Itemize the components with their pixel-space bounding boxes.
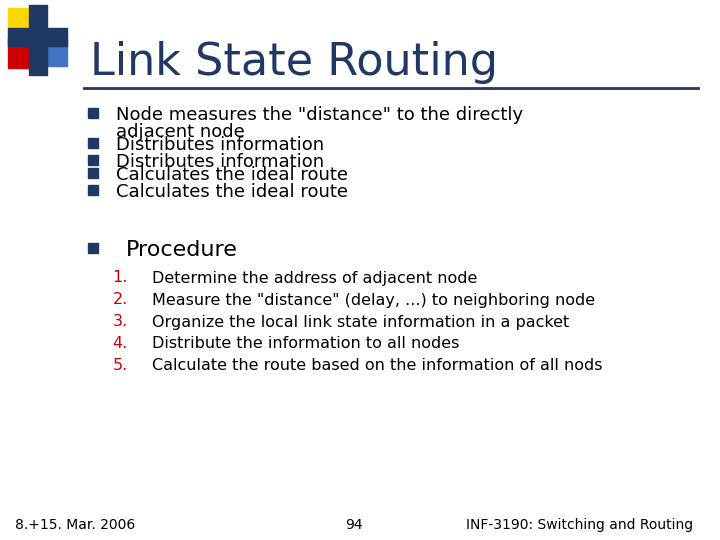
Text: adjacent node: adjacent node (116, 123, 245, 141)
Bar (30, 5, 47, 75)
Text: Calculates the ideal route: Calculates the ideal route (116, 183, 348, 201)
Text: Node measures the "distance" to the directly: Node measures the "distance" to the dire… (116, 106, 523, 124)
Text: Organize the local link state information in a packet: Organize the local link state informatio… (153, 314, 570, 329)
Bar (8, 38, 45, 68)
Bar (89, 168, 98, 178)
Text: Calculate the route based on the information of all nods: Calculate the route based on the informa… (153, 359, 603, 374)
Bar (8, 28, 67, 46)
Text: 2.: 2. (112, 293, 127, 307)
Text: Link State Routing: Link State Routing (91, 40, 498, 84)
Text: 3.: 3. (112, 314, 127, 329)
Bar (8, 8, 45, 46)
Bar (37, 38, 67, 66)
Text: INF-3190: Switching and Routing: INF-3190: Switching and Routing (466, 518, 693, 532)
Text: 1.: 1. (112, 271, 127, 286)
Bar (89, 185, 98, 195)
Text: Distribute the information to all nodes: Distribute the information to all nodes (153, 336, 459, 352)
Bar (89, 243, 98, 253)
Text: 8.+15. Mar. 2006: 8.+15. Mar. 2006 (14, 518, 135, 532)
Text: 94: 94 (345, 518, 362, 532)
Text: Procedure: Procedure (126, 240, 238, 260)
Bar (89, 155, 98, 165)
Bar (89, 138, 98, 148)
Text: 5.: 5. (112, 359, 127, 374)
Text: Determine the address of adjacent node: Determine the address of adjacent node (153, 271, 477, 286)
Text: 4.: 4. (112, 336, 127, 352)
Text: Measure the "distance" (delay, ...) to neighboring node: Measure the "distance" (delay, ...) to n… (153, 293, 595, 307)
Bar (89, 108, 98, 118)
Text: Calculates the ideal route: Calculates the ideal route (116, 166, 348, 184)
Text: Distributes information: Distributes information (116, 136, 324, 154)
Text: Distributes information: Distributes information (116, 153, 324, 171)
